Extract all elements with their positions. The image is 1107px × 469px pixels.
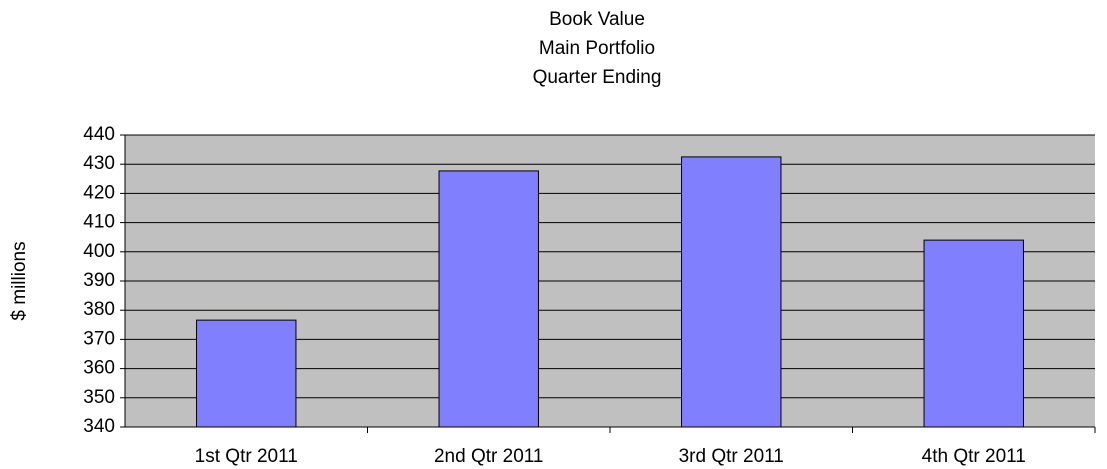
x-tick-label: 4th Qtr 2011 — [922, 446, 1026, 467]
y-tick-label: 370 — [83, 328, 115, 349]
y-tick-label: 350 — [83, 387, 115, 408]
y-tick-label: 440 — [83, 124, 115, 145]
y-tick-label: 360 — [83, 358, 115, 379]
bar — [196, 319, 297, 428]
y-tick-label: 420 — [83, 182, 115, 203]
y-tick-label: 430 — [83, 153, 115, 174]
y-tick-label: 340 — [83, 416, 115, 437]
bar — [923, 239, 1024, 428]
y-tick-label: 410 — [83, 212, 115, 233]
x-tick-label: 2nd Qtr 2011 — [434, 446, 544, 467]
chart-title: Main Portfolio — [539, 38, 655, 59]
y-tick-label: 380 — [83, 299, 115, 320]
y-axis-label: $ millions — [9, 241, 30, 320]
y-tick-label: 390 — [83, 270, 115, 291]
bar — [438, 170, 539, 428]
bar — [681, 156, 782, 428]
x-tick-label: 3rd Qtr 2011 — [679, 446, 784, 467]
x-tick-label: 1st Qtr 2011 — [195, 446, 298, 467]
y-tick-label: 400 — [83, 241, 115, 262]
chart-title: Quarter Ending — [533, 67, 662, 88]
chart-title: Book Value — [549, 9, 645, 30]
